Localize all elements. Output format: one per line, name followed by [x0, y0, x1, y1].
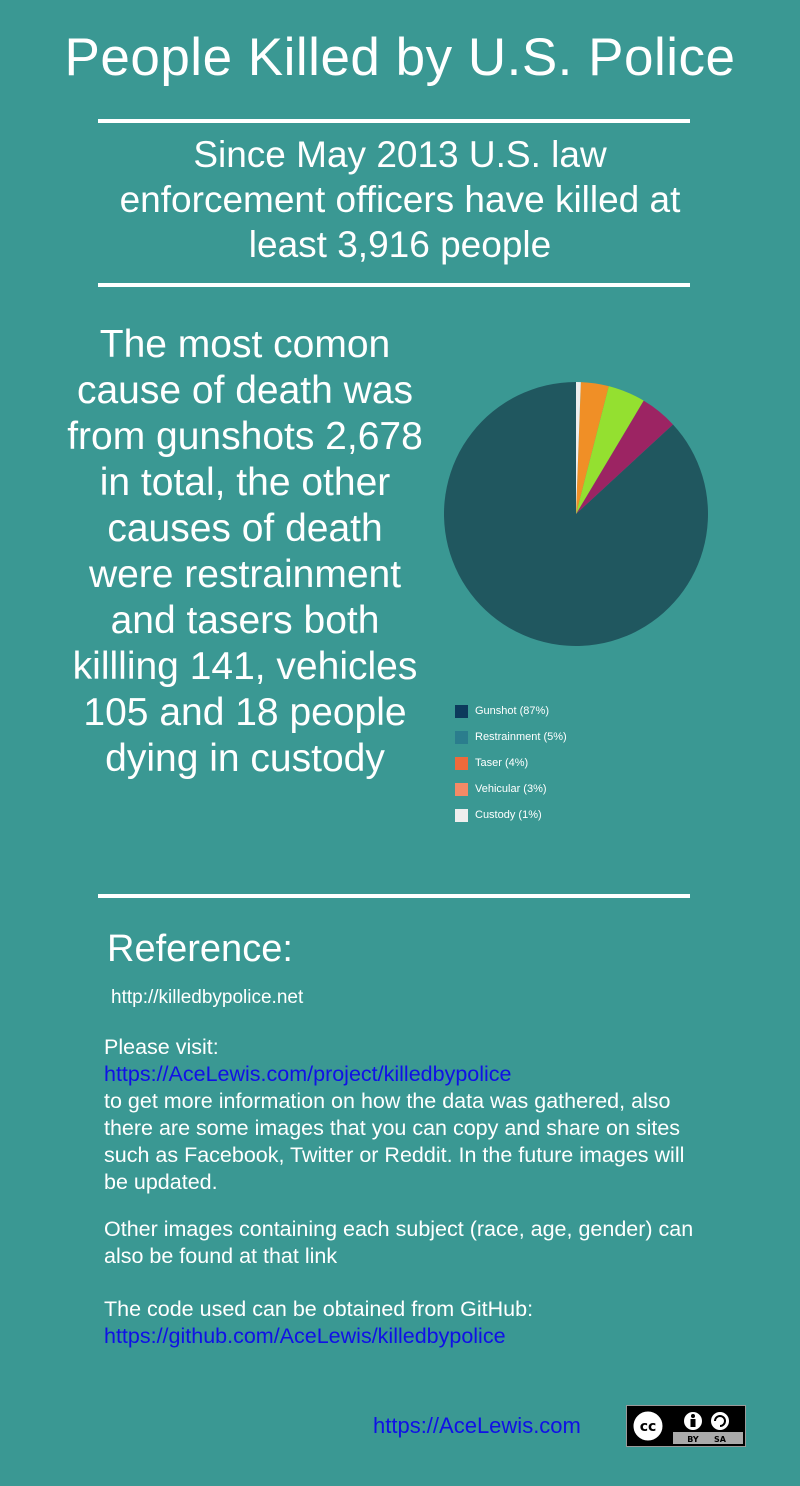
legend-label: Vehicular (3%) — [475, 783, 547, 795]
other-images-text: Other images containing each subject (ra… — [104, 1217, 694, 1268]
pie-slice-restrainment — [576, 400, 673, 514]
code-paragraph: The code used can be obtained from GitHu… — [104, 1296, 704, 1350]
legend-label: Restrainment (5%) — [475, 731, 567, 743]
pie-slice-taser — [576, 386, 644, 514]
legend-label: Custody (1%) — [475, 809, 542, 821]
legend-item: Custody (1%) — [455, 802, 695, 828]
divider — [98, 283, 690, 287]
divider — [98, 119, 690, 123]
cc-by-sa-icon[interactable]: cc BY SA — [626, 1405, 746, 1447]
by-icon-head — [691, 1414, 695, 1418]
pie-slice-custody — [576, 382, 581, 514]
visit-paragraph: Please visit: https://AceLewis.com/proje… — [104, 1034, 704, 1196]
cc-circle-icon — [630, 1408, 666, 1444]
legend-item: Taser (4%) — [455, 750, 695, 776]
chart-legend: Gunshot (87%) Restrainment (5%) Taser (4%)… — [455, 698, 695, 828]
by-icon-body — [690, 1419, 696, 1427]
sa-icon — [709, 1410, 731, 1432]
legend-swatch — [455, 756, 468, 770]
legend-label: Gunshot (87%) — [475, 705, 549, 717]
cc-glyph: cc — [640, 1419, 657, 1435]
pie-slice-vehicular — [576, 382, 609, 514]
subtitle: Since May 2013 U.S. law enforcement offi… — [119, 134, 681, 265]
page-title: People Killed by U.S. Police — [64, 28, 736, 87]
visit-label: Please visit: — [104, 1035, 219, 1059]
legend-label: Taser (4%) — [475, 757, 529, 769]
legend-swatch — [455, 782, 468, 796]
license-by-text: BY — [687, 1435, 699, 1444]
site-link[interactable]: https://AceLewis.com — [373, 1413, 581, 1438]
summary-text: The most comon cause of death was from g… — [67, 323, 423, 780]
license-sa-text: SA — [714, 1435, 727, 1444]
legend-item: Vehicular (3%) — [455, 776, 695, 802]
code-label: The code used can be obtained from GitHu… — [104, 1297, 534, 1321]
visit-text: to get more information on how the data … — [104, 1089, 685, 1194]
legend-swatch — [455, 704, 468, 718]
legend-item: Gunshot (87%) — [455, 698, 695, 724]
pie-chart — [444, 382, 708, 646]
project-link[interactable]: https://AceLewis.com/project/killedbypol… — [104, 1062, 512, 1086]
legend-item: Restrainment (5%) — [455, 724, 695, 750]
legend-swatch — [455, 730, 468, 744]
reference-heading: Reference: — [107, 928, 293, 970]
divider — [98, 894, 690, 898]
legend-swatch — [455, 808, 468, 822]
sa-icon-arrow — [714, 1415, 726, 1427]
github-link[interactable]: https://github.com/AceLewis/killedbypoli… — [104, 1324, 506, 1348]
reference-url: http://killedbypolice.net — [111, 987, 304, 1008]
license-strip — [673, 1432, 743, 1444]
